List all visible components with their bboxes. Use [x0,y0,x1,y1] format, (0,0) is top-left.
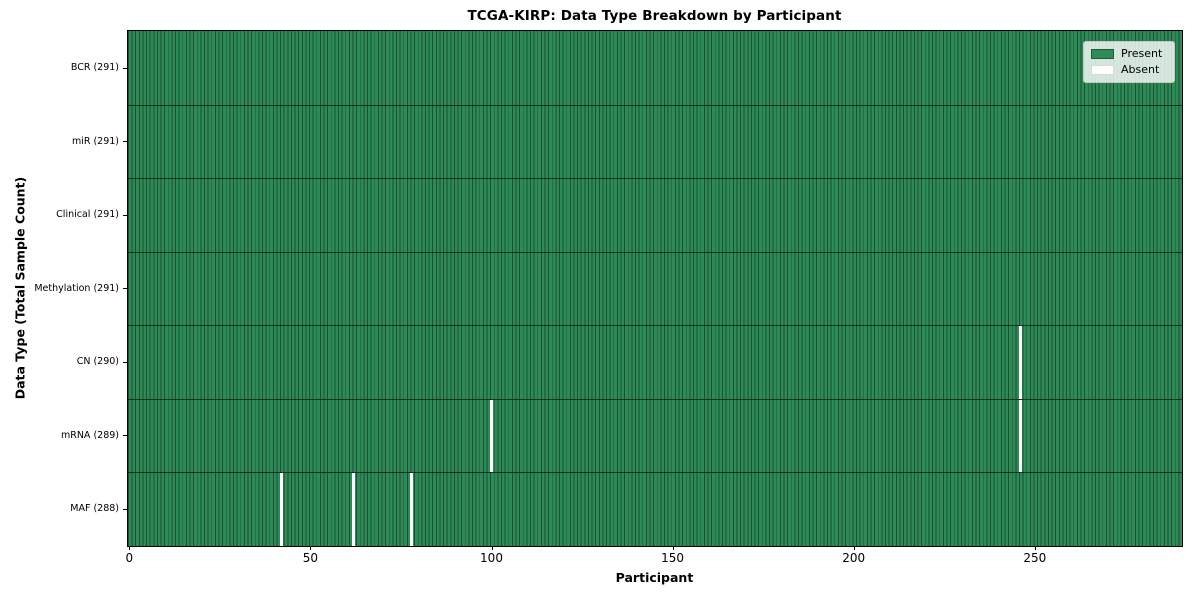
row-mir [127,104,1182,179]
ytick-mark [123,508,127,510]
chart-title: TCGA-KIRP: Data Type Breakdown by Partic… [467,8,842,24]
xtick-mark [491,546,493,550]
xtick-label: 200 [842,551,866,565]
xtick-label: 0 [125,551,134,565]
legend: Present Absent [1083,41,1175,83]
xtick-label: 50 [302,551,319,565]
absent-cell [490,399,493,472]
ytick-label-mir: miR (291) [71,135,119,147]
ytick-mark [123,435,127,437]
ytick-label-mrna: mRNA (289) [60,429,119,441]
xtick-label: 150 [661,551,685,565]
absent-cell [279,473,283,546]
legend-label-absent: Absent [1121,63,1160,76]
legend-entry-absent: Absent [1091,64,1174,76]
x-axis-label: Participant [615,570,694,585]
absent-cell [410,473,414,546]
ytick-mark [123,288,127,290]
xtick-mark [672,546,674,550]
row-methylation [127,251,1182,326]
xtick-mark [1034,546,1036,550]
ytick-mark [123,214,127,216]
ytick-label-methylation: Methylation (291) [34,282,119,294]
row-bcr [128,31,1182,105]
ytick-label-cn: CN (290) [76,356,119,368]
present-swatch-icon [1091,49,1114,59]
row-clinical [127,178,1182,252]
ytick-mark [123,67,127,69]
absent-swatch-icon [1091,65,1114,75]
xtick-mark [310,546,312,550]
ytick-label-bcr: BCR (291) [70,62,119,74]
row-cn [127,325,1182,399]
ytick-mark [123,361,127,363]
xtick-label: 250 [1023,551,1047,565]
absent-cell [352,473,356,546]
legend-entry-present: Present [1091,48,1174,60]
row-mrna [127,398,1182,472]
legend-label-present: Present [1121,47,1163,60]
heatmap-plot-area [126,30,1183,547]
ytick-label-clinical: Clinical (291) [56,209,119,221]
xtick-mark [853,546,855,550]
xtick-label: 100 [480,551,503,565]
absent-cell [1018,399,1022,472]
ytick-label-maf: MAF (288) [70,503,119,515]
absent-cell [1018,326,1022,399]
ytick-mark [123,141,127,143]
xtick-mark [129,546,131,550]
row-maf [127,472,1182,546]
